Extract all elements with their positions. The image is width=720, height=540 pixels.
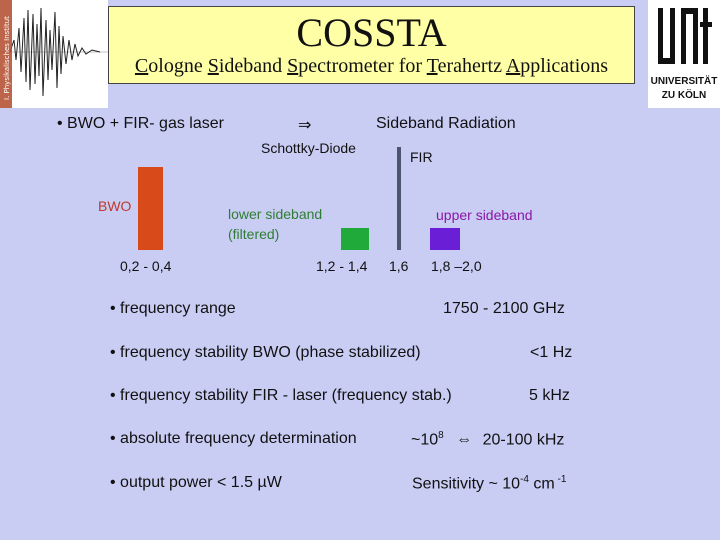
- upper-sideband-bar: [430, 228, 460, 250]
- frequency-range-label: • frequency range: [110, 300, 236, 317]
- absolute-frequency-value: ~108 ⇔ 20-100 kHz: [411, 430, 564, 449]
- logo-left-text: I. Physikalisches Institut: [3, 16, 11, 100]
- lower-sideband-bar: [341, 228, 369, 250]
- subtitle-word-rest: pplications: [520, 55, 609, 77]
- subtitle-word-rest: ideband: [218, 55, 288, 77]
- sensitivity: Sensitivity ~ 10-4 cm -1: [412, 474, 566, 493]
- upper-sideband-range: 1,8 –2,0: [431, 258, 482, 274]
- output-power-label: • output power < 1.5: [110, 474, 258, 491]
- bwo-range: 0,2 - 0,4: [120, 258, 172, 274]
- sensitivity-label: Sensitivity ~ 10: [412, 475, 521, 493]
- sensitivity-unit-exponent: -1: [554, 474, 567, 485]
- fir-range: 1,6: [389, 258, 409, 274]
- output-power: • output power < 1.5 µW: [110, 474, 282, 492]
- bwo-stability-value: <1 Hz: [530, 344, 573, 361]
- page-subtitle: Cologne Sideband Spectrometer for Terahe…: [109, 55, 634, 78]
- spectrum-trace-icon: I. Physikalisches Institut: [0, 0, 108, 108]
- university-name-line2: ZU KÖLN: [662, 88, 706, 101]
- subtitle-word-rest: erahertz: [437, 55, 506, 77]
- fir-stability-label: • frequency stability FIR - laser (frequ…: [110, 387, 452, 404]
- abs-freq-prefix: ~10: [411, 431, 439, 449]
- sensitivity-unit: cm: [528, 475, 555, 493]
- frequency-range-value: 1750 - 2100 GHz: [443, 300, 565, 317]
- fir-stability-value: 5 kHz: [529, 387, 570, 404]
- subtitle-initial: C: [134, 55, 149, 77]
- bwo-stability-label: • frequency stability BWO (phase stabili…: [110, 344, 421, 361]
- absolute-frequency-label: • absolute frequency determination: [110, 430, 357, 447]
- equivalence-arrow-icon: ⇔: [456, 431, 473, 449]
- upper-sideband-label: upper sideband: [436, 207, 533, 223]
- output-power-unit: µW: [257, 474, 282, 491]
- lower-sideband-label: lower sideband: [228, 206, 323, 222]
- subtitle-initial: S: [207, 55, 219, 77]
- bwo-bar: [138, 167, 163, 250]
- subtitle-word-rest: pectrometer for: [298, 55, 427, 77]
- sensitivity-exponent: -4: [520, 474, 529, 485]
- arrow-icon: ⇒: [298, 117, 312, 134]
- abs-freq-resolution: 20-100 kHz: [482, 431, 565, 449]
- bwo-label: BWO: [98, 198, 132, 214]
- institute-logo: I. Physikalisches Institut: [0, 0, 108, 108]
- university-logo: UNIVERSITÄT ZU KÖLN: [648, 0, 720, 108]
- schottky-diode-label: Schottky-Diode: [261, 140, 356, 156]
- fir-label: FIR: [410, 149, 433, 165]
- university-seal-icon: UNIVERSITÄT ZU KÖLN: [651, 8, 718, 101]
- page-title: COSSTA: [296, 10, 447, 55]
- university-name-line1: UNIVERSITÄT: [651, 74, 718, 87]
- lower-sideband-filtered-label: (filtered): [228, 226, 280, 242]
- subtitle-initial: T: [426, 55, 438, 77]
- bwo-fir-label: • BWO + FIR- gas laser: [57, 115, 224, 132]
- subtitle-initial: S: [287, 55, 299, 77]
- lower-sideband-range: 1,2 - 1,4: [316, 258, 368, 274]
- fir-line: [397, 147, 401, 250]
- subtitle-word-rest: ologne: [148, 55, 208, 77]
- title-banner: COSSTA Cologne Sideband Spectrometer for…: [108, 6, 635, 84]
- abs-freq-exponent: 8: [438, 430, 444, 441]
- subtitle-initial: A: [505, 55, 521, 77]
- sideband-radiation-label: Sideband Radiation: [376, 115, 516, 132]
